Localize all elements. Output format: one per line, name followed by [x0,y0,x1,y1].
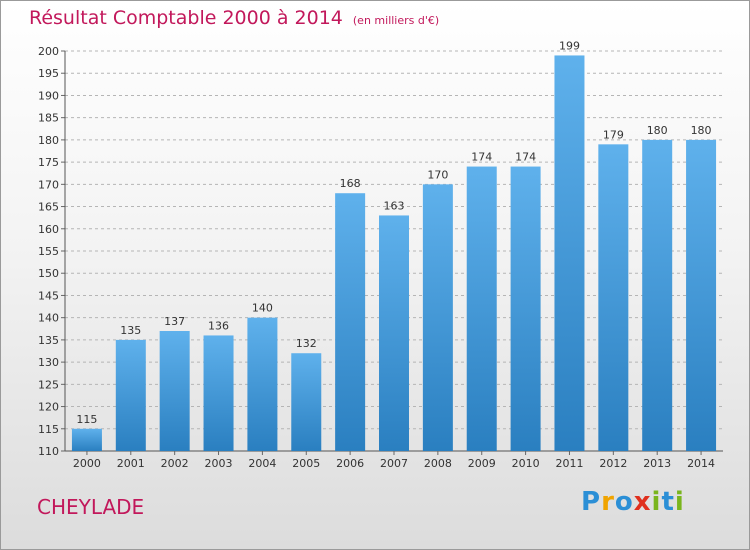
x-tick-label: 2014 [687,457,715,470]
x-tick-label: 2000 [73,457,101,470]
bar-2000 [71,428,102,451]
y-tick-label: 170 [38,178,59,191]
bar-value-label: 180 [691,124,712,137]
bar-2004 [247,317,278,451]
chart-title-text: Résultat Comptable 2000 à 2014 [29,7,343,29]
bar-value-label: 132 [296,337,317,350]
logo-letter: P [581,487,602,517]
bar-value-label: 115 [76,413,97,426]
data-labels: 115 135 137 136 140 132 168 163 170 174 174 199 179 1… [76,39,711,425]
bar-value-label: 168 [340,177,361,190]
bar-2005 [291,353,322,451]
y-tick-label: 160 [38,223,59,236]
bar-2007 [379,215,409,451]
proxiti-logo: Proxiti [581,487,685,517]
y-tick-label: 125 [38,378,59,391]
bar-2014 [686,139,717,451]
x-tick-label: 2012 [599,457,627,470]
y-tick-label: 200 [38,45,59,58]
place-name: CHEYLADE [37,495,145,519]
x-tick-label: 2004 [248,457,276,470]
x-tick-label: 2011 [555,457,583,470]
bar-2001 [115,339,146,451]
bar-2006 [335,193,366,451]
bar-value-label: 140 [252,302,273,315]
y-tick-label: 120 [38,401,59,414]
logo-letter: i [674,487,685,517]
x-tick-label: 2010 [512,457,540,470]
bar-2013 [642,139,673,451]
x-tick-label: 2013 [643,457,671,470]
y-tick-label: 175 [38,156,59,169]
logo-letter: x [633,487,652,517]
bar-value-label: 135 [120,324,141,337]
bar-value-label: 137 [164,315,185,328]
bar-value-label: 174 [471,151,492,164]
y-tick-label: 180 [38,134,59,147]
y-tick-label: 135 [38,334,59,347]
bar-2008 [422,184,453,452]
logo-letter: t [661,487,675,517]
y-tick-label: 140 [38,312,59,325]
chart-title: Résultat Comptable 2000 à 2014 (en millie… [29,7,439,29]
y-tick-label: 115 [38,423,59,436]
y-tick-label: 165 [38,201,59,214]
x-tick-label: 2009 [468,457,496,470]
bar-2012 [598,144,629,452]
bar-2003 [203,335,234,451]
x-tick-label: 2005 [292,457,320,470]
x-tick-label: 2007 [380,457,408,470]
bar-value-label: 179 [603,128,624,141]
y-tick-label: 145 [38,289,59,302]
bar-2010 [510,166,541,452]
bar-value-label: 136 [208,319,229,332]
logo-letter: r [601,487,615,517]
x-tick-label: 2002 [161,457,189,470]
bar-2009 [466,166,497,452]
bar-value-label: 174 [515,151,536,164]
bar-2002 [159,331,190,451]
bar-value-label: 163 [384,199,405,212]
logo-letter: o [614,487,634,517]
x-tick-label: 2001 [117,457,145,470]
chart-subtitle: (en milliers d'€) [352,14,440,27]
y-tick-label: 130 [38,356,59,369]
bar-value-label: 170 [427,168,448,181]
y-tick-label: 185 [38,112,59,125]
y-tick-label: 150 [38,267,59,280]
bar-value-label: 180 [647,124,668,137]
logo-letter: i [651,487,662,517]
bar-value-label: 199 [559,39,580,52]
y-tick-label: 195 [38,67,59,80]
y-tick-label: 155 [38,245,59,258]
y-tick-label: 110 [38,445,59,458]
bars [71,55,717,452]
x-tick-label: 2008 [424,457,452,470]
x-tick-label: 2003 [205,457,233,470]
x-tick-label: 2006 [336,457,364,470]
bar-2011 [554,55,585,451]
y-tick-label: 190 [38,89,59,102]
